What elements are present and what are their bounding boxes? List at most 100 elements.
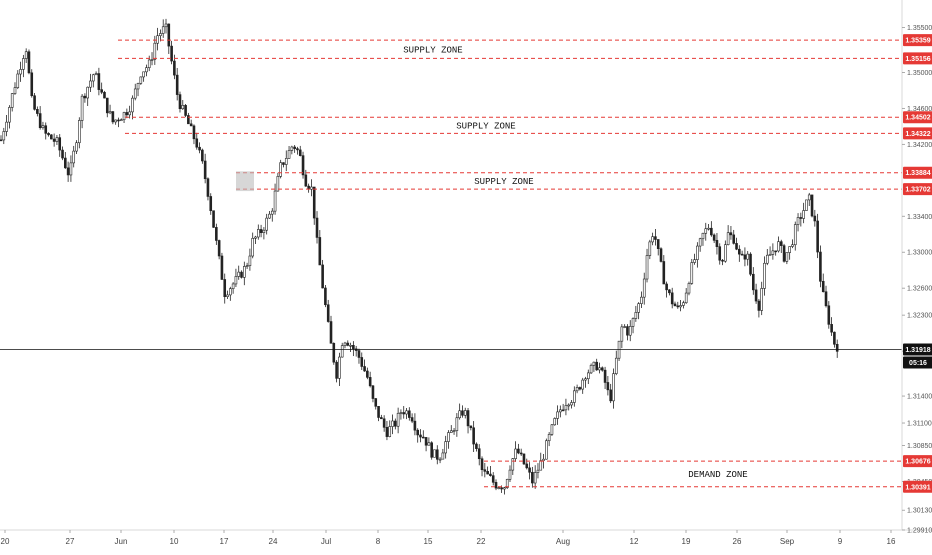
y-tick-label: 1.34600	[907, 106, 932, 113]
candle-body	[799, 217, 803, 219]
candle-body	[424, 437, 428, 446]
candle-body	[491, 475, 495, 483]
candle	[262, 227, 266, 240]
candle	[273, 183, 277, 215]
candle	[8, 105, 11, 129]
candle-body	[55, 137, 59, 142]
x-tick-label: 9	[838, 537, 843, 546]
candle-body	[212, 210, 215, 228]
candle	[78, 117, 81, 149]
candle	[631, 317, 635, 334]
candle	[159, 29, 162, 42]
candle-body	[539, 460, 543, 471]
candle-body	[449, 430, 453, 433]
candle	[654, 229, 657, 246]
candle	[47, 132, 50, 137]
candle	[740, 250, 744, 256]
candle	[525, 458, 529, 470]
candle	[693, 253, 696, 265]
zone-bottom-tag-text: 1.35156	[905, 56, 930, 63]
candle	[184, 103, 187, 118]
candle	[223, 273, 227, 304]
candle-body	[600, 367, 604, 371]
candle	[531, 466, 534, 488]
candle	[738, 245, 741, 262]
candle-body	[595, 361, 598, 371]
candle	[519, 448, 523, 456]
candle	[16, 70, 20, 90]
candle-body	[802, 210, 805, 219]
candle	[779, 239, 783, 253]
candle-body	[651, 236, 654, 243]
zones-layer: SUPPLY ZONE SUPPLY ZONE SUPPLY ZONE DEMAND …	[118, 39, 902, 488]
candle	[494, 479, 498, 491]
candle	[729, 225, 733, 240]
candle-body	[455, 417, 459, 431]
candle-body	[259, 229, 263, 233]
y-tick-label: 1.31400	[907, 394, 932, 401]
candle	[192, 124, 196, 145]
candle-body	[665, 283, 668, 291]
candle	[231, 282, 235, 294]
candle	[332, 342, 336, 365]
candle-body	[170, 45, 173, 62]
candle-body	[586, 372, 590, 380]
x-tick-label: 16	[887, 537, 896, 546]
candle	[360, 352, 364, 370]
candle	[547, 432, 551, 447]
candle	[623, 324, 626, 329]
candle-body	[215, 227, 218, 241]
candle	[103, 90, 106, 99]
countdown-tag: 05:16	[903, 356, 932, 369]
candle	[396, 407, 400, 434]
candle	[581, 377, 585, 394]
candle	[394, 418, 397, 430]
candle-body	[159, 33, 162, 37]
candle-body	[178, 94, 182, 110]
candle-body	[402, 412, 406, 415]
y-tick-label: 1.29910	[907, 528, 932, 535]
candle-body	[203, 160, 207, 180]
candle	[449, 425, 453, 433]
candle	[606, 376, 610, 396]
candle	[724, 240, 727, 263]
zone-label: SUPPLY ZONE	[456, 121, 515, 131]
candle	[578, 386, 582, 391]
candle-body	[648, 241, 652, 256]
candle	[763, 256, 766, 296]
candle-body	[139, 76, 143, 84]
candle-body	[701, 232, 705, 240]
candle-body	[763, 262, 766, 289]
x-tick-label: 19	[682, 537, 691, 546]
y-tick-label: 1.32300	[907, 313, 932, 320]
candle-body	[72, 150, 76, 164]
candle	[777, 236, 780, 253]
candle	[793, 221, 797, 251]
candle-body	[687, 283, 691, 294]
candle-body	[86, 86, 89, 99]
candle	[701, 232, 705, 246]
candle	[72, 145, 76, 168]
candle	[307, 183, 310, 193]
candle-body	[592, 361, 596, 366]
candle	[533, 465, 537, 489]
candle	[665, 281, 668, 298]
candle	[10, 93, 14, 112]
candle-body	[807, 194, 811, 201]
candle	[757, 298, 761, 318]
candle	[19, 61, 22, 82]
candle-body	[122, 112, 126, 121]
candle-body	[371, 385, 375, 399]
candle-body	[458, 410, 461, 419]
candle-body	[827, 305, 831, 325]
candle	[161, 19, 165, 38]
candle	[592, 361, 596, 372]
candle-body	[33, 95, 36, 110]
candle	[408, 407, 411, 421]
zone-top-tag-text: 1.35359	[905, 38, 930, 45]
candle	[589, 363, 593, 375]
candle-body	[466, 410, 470, 427]
candle	[662, 255, 666, 285]
candle	[598, 362, 601, 374]
candle-body	[220, 255, 224, 280]
